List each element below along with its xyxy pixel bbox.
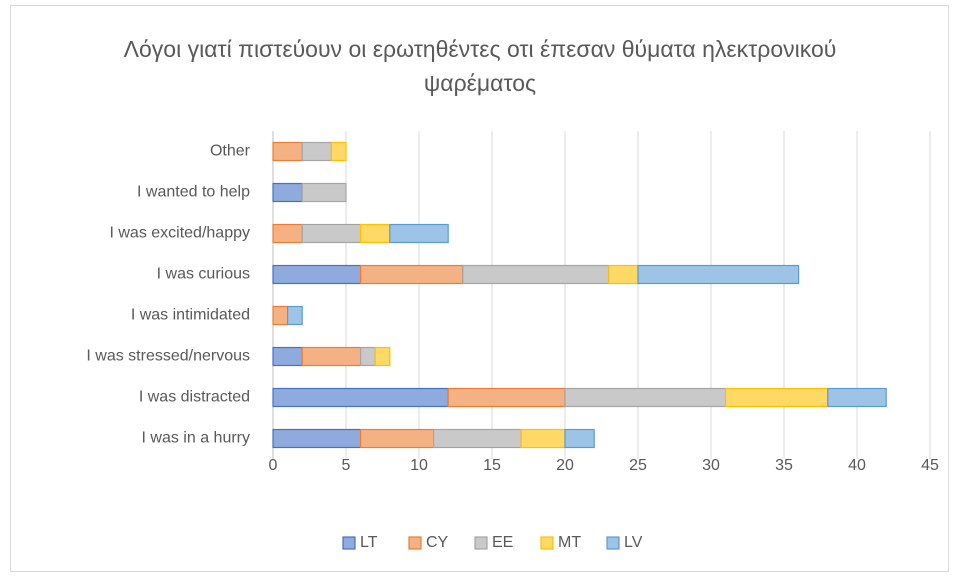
bar-segment <box>520 428 566 449</box>
bar-segment <box>272 141 303 162</box>
bar-segment <box>564 428 595 449</box>
legend-label: LT <box>360 534 378 551</box>
y-tick-label: I was stressed/nervous <box>86 348 250 365</box>
legend-label: EE <box>492 534 513 551</box>
bar-segment <box>272 346 303 367</box>
x-tick-label: 30 <box>702 457 720 474</box>
bar-segment <box>360 223 391 244</box>
bar-segment <box>272 428 362 449</box>
x-tick-label: 5 <box>342 457 351 474</box>
x-tick-label: 35 <box>775 457 793 474</box>
legend-swatch <box>540 536 554 550</box>
bar-segment <box>374 346 391 367</box>
bar-segment <box>272 264 362 285</box>
x-tick-label: 0 <box>269 457 278 474</box>
bar-segment <box>301 346 362 367</box>
legend-label: CY <box>426 534 449 551</box>
legend-swatch <box>474 536 488 550</box>
bar-segment <box>272 305 289 326</box>
bar-segment <box>360 428 435 449</box>
bar-segment <box>272 182 303 203</box>
chart-title: Λόγοι γιατί πιστεύουν οι ερωτηθέντες οτι… <box>123 36 837 96</box>
x-tick-label: 40 <box>848 457 866 474</box>
legend-label: LV <box>624 534 643 551</box>
bar-segment <box>360 264 464 285</box>
y-tick-label: I was excited/happy <box>109 225 250 242</box>
legend-swatch <box>606 536 620 550</box>
bar-segment <box>301 223 362 244</box>
bar-segment <box>433 428 522 449</box>
bar-segment <box>330 141 347 162</box>
bar-segment <box>827 387 887 408</box>
legend-label: MT <box>558 534 581 551</box>
bar-segment <box>360 346 376 367</box>
y-tick-label: I was intimidated <box>131 307 250 324</box>
bar-segment <box>637 264 800 285</box>
bar-segment <box>389 223 449 244</box>
bar-segment <box>272 387 449 408</box>
bar-segment <box>564 387 727 408</box>
bar-segment <box>301 141 333 162</box>
bar-segment <box>608 264 639 285</box>
x-tick-label: 45 <box>921 457 939 474</box>
y-tick-label: I wanted to help <box>137 184 250 201</box>
legend-swatch <box>408 536 422 550</box>
bar-segment <box>447 387 566 408</box>
y-tick-label: I was curious <box>157 266 250 283</box>
y-tick-label: I was in a hurry <box>142 430 250 447</box>
bar-segment <box>724 387 829 408</box>
legend-swatch <box>342 536 356 550</box>
x-tick-label: 25 <box>629 457 647 474</box>
bar-segment <box>301 182 347 203</box>
bar-segment <box>462 264 610 285</box>
bar-segment <box>272 223 303 244</box>
bar-segment <box>287 305 303 326</box>
y-tick-label: I was distracted <box>139 389 250 406</box>
chart-border <box>10 5 949 572</box>
x-tick-label: 15 <box>483 457 501 474</box>
y-tick-label: Other <box>210 143 251 160</box>
x-tick-label: 20 <box>556 457 574 474</box>
x-tick-label: 10 <box>410 457 428 474</box>
